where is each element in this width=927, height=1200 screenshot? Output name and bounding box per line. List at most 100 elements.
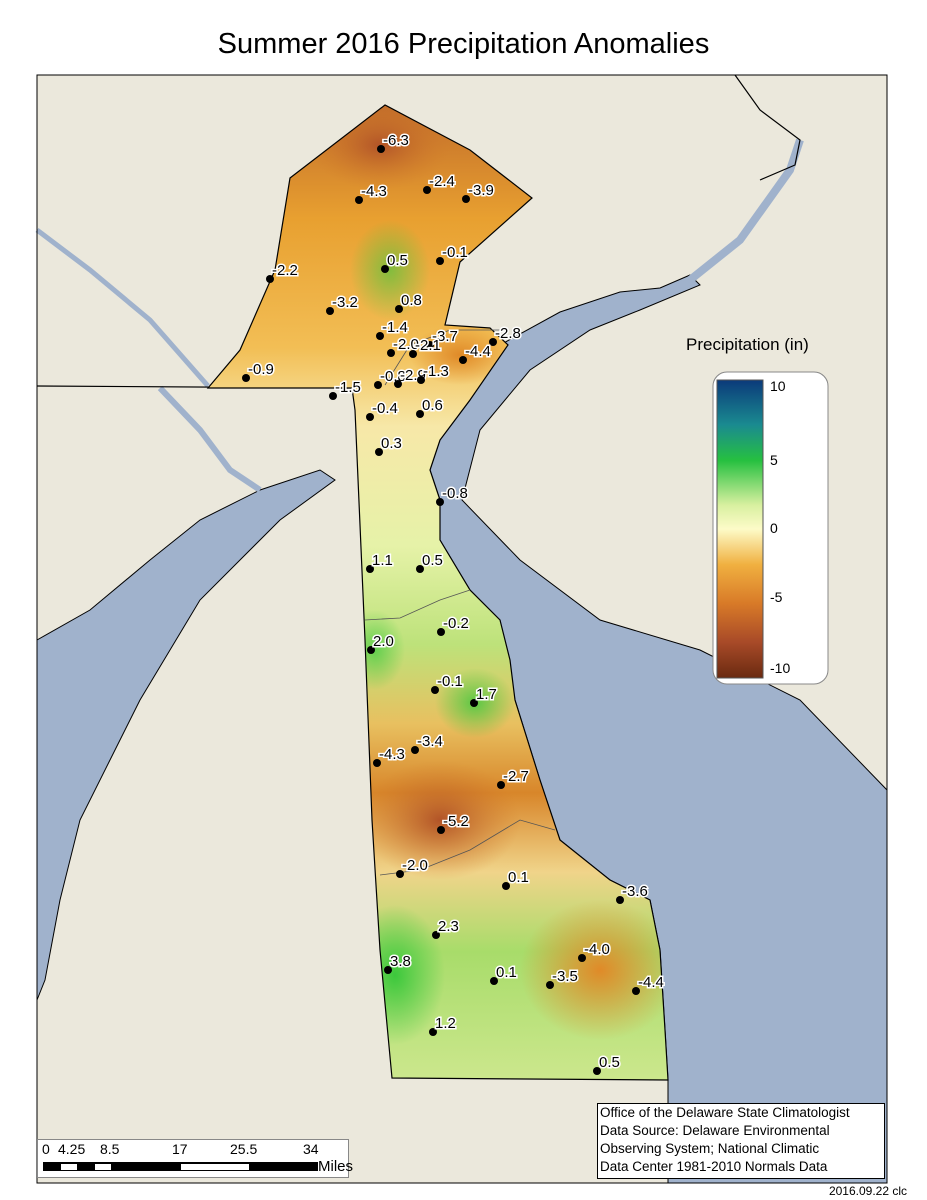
station-value-label: -2.4	[429, 173, 455, 190]
credit-line: Data Center 1981-2010 Normals Data	[600, 1159, 828, 1174]
station-value-label: -3.4	[417, 733, 443, 750]
scale-tick: 34	[303, 1141, 319, 1157]
station-marker	[578, 954, 586, 962]
legend-title: Precipitation (in)	[686, 335, 809, 354]
station-marker	[497, 781, 505, 789]
station-value-label: 1.7	[476, 686, 497, 703]
station-value-label: 0.1	[496, 964, 517, 981]
station-value-label: -4.4	[638, 974, 664, 991]
station-value-label: 1.1	[372, 552, 393, 569]
station-marker	[416, 565, 424, 573]
station-value-label: -1.5	[335, 379, 361, 396]
date-stamp: 2016.09.22 clc	[828, 1184, 907, 1198]
station-marker	[373, 759, 381, 767]
scale-tick: 8.5	[100, 1141, 120, 1157]
station-marker	[416, 410, 424, 418]
station-marker	[326, 307, 334, 315]
station-value-label: -3.6	[622, 883, 648, 900]
station-value-label: 1.2	[435, 1015, 456, 1032]
station-marker	[395, 305, 403, 313]
station-value-label: -2.7	[503, 768, 529, 785]
scale-bar-graphic	[43, 1162, 318, 1171]
station-marker	[366, 413, 374, 421]
legend-tick: 0	[770, 520, 778, 536]
station-value-label: -3.7	[432, 328, 458, 345]
station-marker	[367, 646, 375, 654]
station-marker	[366, 565, 374, 573]
station-marker	[632, 987, 640, 995]
station-marker	[437, 826, 445, 834]
station-marker	[616, 896, 624, 904]
station-marker	[462, 195, 470, 203]
scale-tick: 17	[172, 1141, 188, 1157]
station-marker	[417, 376, 425, 384]
station-marker	[355, 196, 363, 204]
scale-tick: 25.5	[230, 1141, 258, 1157]
station-value-label: -2.0	[393, 336, 419, 353]
station-value-label: -0.1	[437, 673, 463, 690]
county-boundary	[364, 329, 556, 876]
station-value-label: -6.3	[383, 132, 409, 149]
station-marker	[459, 356, 467, 364]
station-marker	[411, 746, 419, 754]
station-marker	[377, 145, 385, 153]
station-marker	[375, 448, 383, 456]
station-marker	[436, 498, 444, 506]
credit-box: Office of the Delaware State Climatologi…	[597, 1103, 885, 1179]
station-marker	[374, 381, 382, 389]
station-marker	[437, 628, 445, 636]
station-value-label: -4.0	[584, 941, 610, 958]
station-marker	[394, 380, 402, 388]
credit-line: Observing System; National Climatic	[600, 1141, 820, 1156]
legend-tick: -5	[770, 589, 783, 605]
station-value-label: 2.3	[438, 918, 459, 935]
station-marker	[593, 1067, 601, 1075]
station-value-label: -3.9	[468, 182, 494, 199]
station-layer: -6.3 -4.3 -2.4 -3.9 0.5 -0.1 -2.2 -3.2 0.8 -1.4 -3…	[242, 131, 665, 1075]
station-marker	[423, 186, 431, 194]
station-marker	[384, 966, 392, 974]
scale-bar: 0 4.25 8.5 17 25.5 34 Miles	[37, 1139, 353, 1178]
station-marker	[429, 1028, 437, 1036]
station-marker	[546, 981, 554, 989]
station-value-label: -3.5	[552, 968, 578, 985]
station-value-label: 0.5	[422, 552, 443, 569]
station-marker	[436, 257, 444, 265]
station-value-label: -4.3	[379, 746, 405, 763]
legend-tick: 10	[770, 378, 786, 394]
map-title: Summer 2016 Precipitation Anomalies	[217, 28, 710, 60]
station-value-label: -3.2	[332, 294, 358, 311]
station-value-label: 0.5	[387, 252, 408, 269]
scale-tick: 4.25	[58, 1141, 86, 1157]
station-value-label: 3.8	[390, 953, 411, 970]
station-marker	[431, 686, 439, 694]
river	[157, 385, 262, 493]
station-value-label: -1.3	[423, 363, 449, 380]
station-value-label: -5.2	[443, 813, 469, 830]
station-marker	[266, 275, 274, 283]
station-value-label: -4.4	[465, 343, 491, 360]
station-value-label: 0.5	[599, 1054, 620, 1071]
legend-tick: -10	[770, 660, 791, 676]
scale-unit: Miles	[318, 1158, 354, 1175]
station-value-label: -0.9	[248, 361, 274, 378]
station-value-label: 0.6	[422, 397, 443, 414]
river	[687, 138, 804, 284]
station-marker	[432, 931, 440, 939]
station-value-label: -2.2	[272, 262, 298, 279]
station-value-label: -4.3	[361, 183, 387, 200]
station-value-label: 0.8	[401, 292, 422, 309]
station-value-label: 0.3	[381, 435, 402, 452]
credit-line: Office of the Delaware State Climatologi…	[600, 1105, 850, 1120]
station-marker	[242, 374, 250, 382]
station-value-label: -2.0	[402, 857, 428, 874]
station-value-label: -1.4	[382, 319, 408, 336]
station-value-label: -0.8	[442, 485, 468, 502]
station-value-label: -2.8	[495, 325, 521, 342]
station-value-label: -0.4	[372, 400, 398, 417]
station-marker	[426, 341, 434, 349]
station-marker	[490, 977, 498, 985]
map-frame	[36, 74, 888, 1184]
credit-line: Data Source: Delaware Environmental	[600, 1123, 830, 1138]
